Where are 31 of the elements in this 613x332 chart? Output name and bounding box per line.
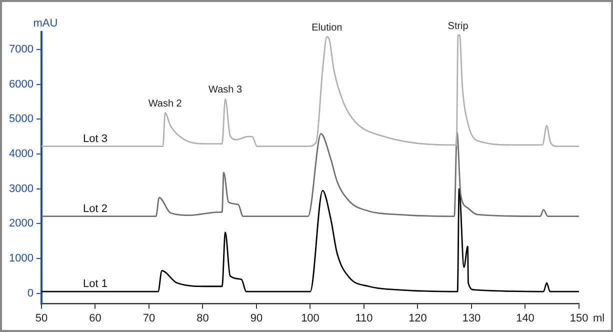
line-series <box>41 34 579 147</box>
annotation: Wash 3 <box>208 84 243 96</box>
y-tick-label: 3000 <box>8 182 34 195</box>
x-axis-title: ml <box>593 312 605 324</box>
y-tick-label: 1000 <box>8 252 34 265</box>
line-series <box>41 131 579 218</box>
x-tick-label: 90 <box>250 312 263 324</box>
x-tick-label: 100 <box>301 312 320 324</box>
y-tick-label: 7000 <box>8 43 34 56</box>
y-tick-label: 2000 <box>8 218 34 230</box>
series-label: Lot 3 <box>82 132 108 145</box>
y-tick-label: 6000 <box>8 78 34 90</box>
annotation: Elution <box>312 22 342 34</box>
x-tick-label: 140 <box>516 312 534 324</box>
series-label: Lot 2 <box>82 202 108 215</box>
x-tick-label: 130 <box>462 312 481 324</box>
x-tick-label: 60 <box>89 312 102 324</box>
line-series <box>41 188 579 292</box>
x-tick-label: 50 <box>35 312 48 324</box>
series-label: Lot 1 <box>82 278 108 290</box>
x-tick-label: 150 <box>570 312 588 324</box>
y-tick-label: 5000 <box>8 113 34 126</box>
x-tick-label: 110 <box>355 312 373 324</box>
y-axis-title: mAU <box>33 18 58 30</box>
annotation: Strip <box>448 20 469 32</box>
x-tick-label: 80 <box>196 312 209 324</box>
y-tick-label: 0 <box>27 287 34 300</box>
annotation: Wash 2 <box>148 98 182 110</box>
y-tick-label: 4000 <box>8 148 34 160</box>
x-tick-label: 120 <box>408 312 427 324</box>
x-tick-label: 70 <box>142 312 156 324</box>
